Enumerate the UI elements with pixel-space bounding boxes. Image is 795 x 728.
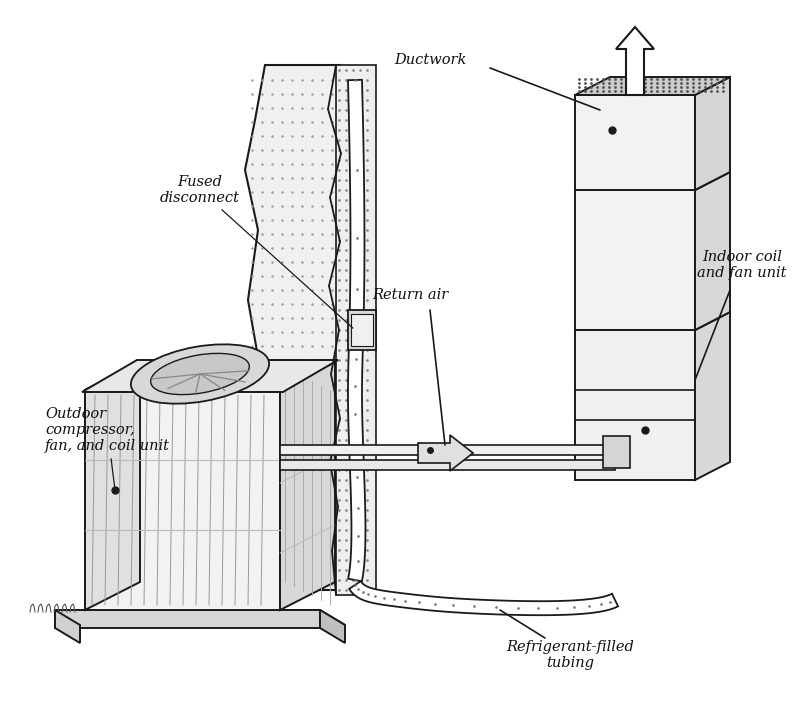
Polygon shape [575,95,695,190]
Polygon shape [603,436,630,468]
Polygon shape [320,610,345,643]
Polygon shape [348,310,376,350]
Polygon shape [336,65,376,595]
Polygon shape [695,312,730,480]
Polygon shape [351,314,373,346]
Polygon shape [348,80,366,581]
Polygon shape [695,77,730,190]
Polygon shape [349,581,618,615]
Text: Outdoor
compressor,
fan, and coil unit: Outdoor compressor, fan, and coil unit [45,407,170,487]
Polygon shape [280,445,615,455]
Text: Ductwork: Ductwork [394,53,466,67]
Text: Return air: Return air [372,288,448,302]
Polygon shape [85,390,280,610]
Ellipse shape [131,344,269,404]
Text: Refrigerant-filled
tubing: Refrigerant-filled tubing [506,640,634,670]
Polygon shape [85,362,140,610]
Polygon shape [695,172,730,330]
Polygon shape [245,65,340,590]
Polygon shape [280,362,335,610]
Text: Indoor coil
and fan unit: Indoor coil and fan unit [697,250,787,280]
Polygon shape [55,610,320,628]
Polygon shape [82,360,338,392]
Polygon shape [575,172,730,190]
Polygon shape [280,460,615,470]
Polygon shape [418,435,473,471]
Polygon shape [55,610,80,643]
Polygon shape [575,77,730,95]
Polygon shape [85,362,335,390]
Polygon shape [575,312,730,330]
Polygon shape [575,330,695,480]
Text: Fused
disconnect: Fused disconnect [160,175,353,328]
FancyArrow shape [616,27,654,95]
Ellipse shape [150,353,250,395]
Polygon shape [55,610,345,625]
Polygon shape [575,190,695,330]
